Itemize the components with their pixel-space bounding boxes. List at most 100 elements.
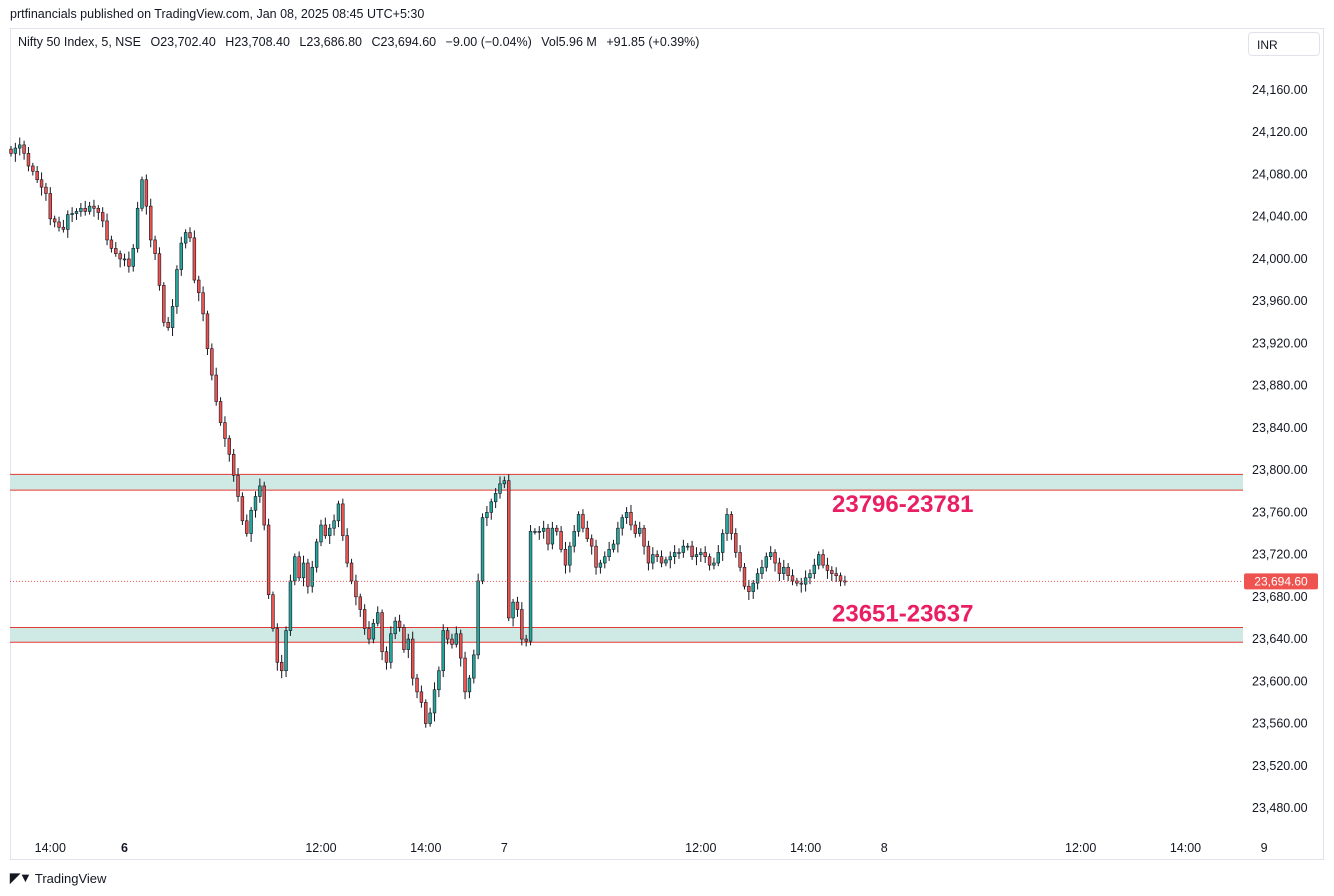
candle-body[interactable] <box>725 514 729 534</box>
candle-body[interactable] <box>493 493 498 503</box>
candle-body[interactable] <box>458 633 463 659</box>
candle-body[interactable] <box>249 509 253 534</box>
candle-body[interactable] <box>489 501 493 513</box>
candle-body[interactable] <box>227 438 231 455</box>
candle-body[interactable] <box>266 524 271 596</box>
candle-body[interactable] <box>528 531 533 642</box>
candle-body[interactable] <box>415 677 419 693</box>
candle-body[interactable] <box>707 556 712 566</box>
candle-body[interactable] <box>371 622 376 640</box>
candle-body[interactable] <box>79 207 83 212</box>
currency-selector[interactable]: INR <box>1248 32 1320 56</box>
candle-body[interactable] <box>140 179 144 209</box>
candle-body[interactable] <box>402 627 406 650</box>
candle-body[interactable] <box>563 549 568 566</box>
candle-body[interactable] <box>319 524 323 543</box>
candle-body[interactable] <box>183 232 188 244</box>
candle-body[interactable] <box>812 564 817 574</box>
candle-body[interactable] <box>817 554 821 566</box>
candle-body[interactable] <box>349 562 354 582</box>
candle-body[interactable] <box>651 554 655 564</box>
candle-body[interactable] <box>52 218 57 223</box>
candle-body[interactable] <box>39 179 44 188</box>
candle-body[interactable] <box>755 573 760 584</box>
candle-body[interactable] <box>629 512 633 526</box>
candle-body[interactable] <box>638 527 642 534</box>
tradingview-brand[interactable]: ◤▼ TradingView <box>10 870 106 886</box>
candle-body[interactable] <box>681 545 686 553</box>
candle-body[interactable] <box>192 237 197 281</box>
candle-body[interactable] <box>603 556 607 564</box>
candle-body[interactable] <box>611 543 616 550</box>
candle-body[interactable] <box>70 213 74 215</box>
candle-body[interactable] <box>467 677 472 693</box>
candle-body[interactable] <box>345 535 349 564</box>
candle-body[interactable] <box>179 242 183 270</box>
candle-body[interactable] <box>253 496 258 511</box>
candle-body[interactable] <box>472 654 476 679</box>
candle-body[interactable] <box>384 651 389 663</box>
candle-body[interactable] <box>799 582 803 585</box>
candle-body[interactable] <box>742 566 747 587</box>
candle-body[interactable] <box>48 193 52 220</box>
candle-body[interactable] <box>297 556 301 579</box>
candle-body[interactable] <box>389 633 393 663</box>
candle-body[interactable] <box>262 485 266 526</box>
candle-body[interactable] <box>624 512 629 518</box>
candle-body[interactable] <box>87 205 92 212</box>
candle-body[interactable] <box>498 483 502 494</box>
candle-body[interactable] <box>236 475 240 497</box>
candle-body[interactable] <box>441 630 445 672</box>
candle-body[interactable] <box>114 248 118 254</box>
candle-body[interactable] <box>376 612 380 624</box>
candle-body[interactable] <box>694 554 699 558</box>
candle-body[interactable] <box>463 657 467 693</box>
candle-body[interactable] <box>197 279 201 294</box>
candle-body[interactable] <box>223 422 227 439</box>
candle-body[interactable] <box>747 585 751 592</box>
candle-body[interactable] <box>734 533 738 553</box>
candle-body[interactable] <box>550 527 555 545</box>
candle-body[interactable] <box>537 531 541 533</box>
candle-body[interactable] <box>450 638 454 645</box>
candle-body[interactable] <box>13 147 18 154</box>
candle-body[interactable] <box>188 232 192 239</box>
candle-body[interactable] <box>153 239 157 254</box>
candle-body[interactable] <box>655 554 659 558</box>
candle-body[interactable] <box>642 527 646 547</box>
candle-body[interactable] <box>572 531 576 547</box>
candle-body[interactable] <box>686 545 690 548</box>
candle-body[interactable] <box>83 207 87 212</box>
candle-body[interactable] <box>166 321 170 328</box>
candle-body[interactable] <box>354 580 358 598</box>
candle-body[interactable] <box>240 496 245 522</box>
candle-body[interactable] <box>559 531 563 550</box>
candle-body[interactable] <box>646 545 651 564</box>
candle-body[interactable] <box>838 575 843 582</box>
candle-body[interactable] <box>437 670 441 691</box>
candle-body[interactable] <box>690 545 694 557</box>
candle-body[interactable] <box>118 253 122 260</box>
candle-body[interactable] <box>677 552 681 554</box>
symbol-name[interactable]: Nifty 50 Index, 5, NSE <box>18 35 141 49</box>
candle-body[interactable] <box>524 638 528 642</box>
candle-body[interactable] <box>362 609 367 629</box>
candle-body[interactable] <box>594 545 598 568</box>
candle-body[interactable] <box>258 485 262 497</box>
candle-body[interactable] <box>100 212 105 222</box>
candle-body[interactable] <box>210 348 214 376</box>
candle-body[interactable] <box>589 538 594 547</box>
candle-body[interactable] <box>74 211 79 214</box>
candle-body[interactable] <box>44 186 48 194</box>
candle-body[interactable] <box>358 596 362 610</box>
candle-body[interactable] <box>170 306 175 328</box>
candle-body[interactable] <box>598 562 603 568</box>
candle-body[interactable] <box>288 580 293 631</box>
candle-body[interactable] <box>520 609 524 640</box>
candle-body[interactable] <box>410 638 415 679</box>
candle-body[interactable] <box>201 292 205 315</box>
candle-body[interactable] <box>397 620 402 628</box>
candle-body[interactable] <box>135 207 140 249</box>
candle-body[interactable] <box>205 313 210 349</box>
